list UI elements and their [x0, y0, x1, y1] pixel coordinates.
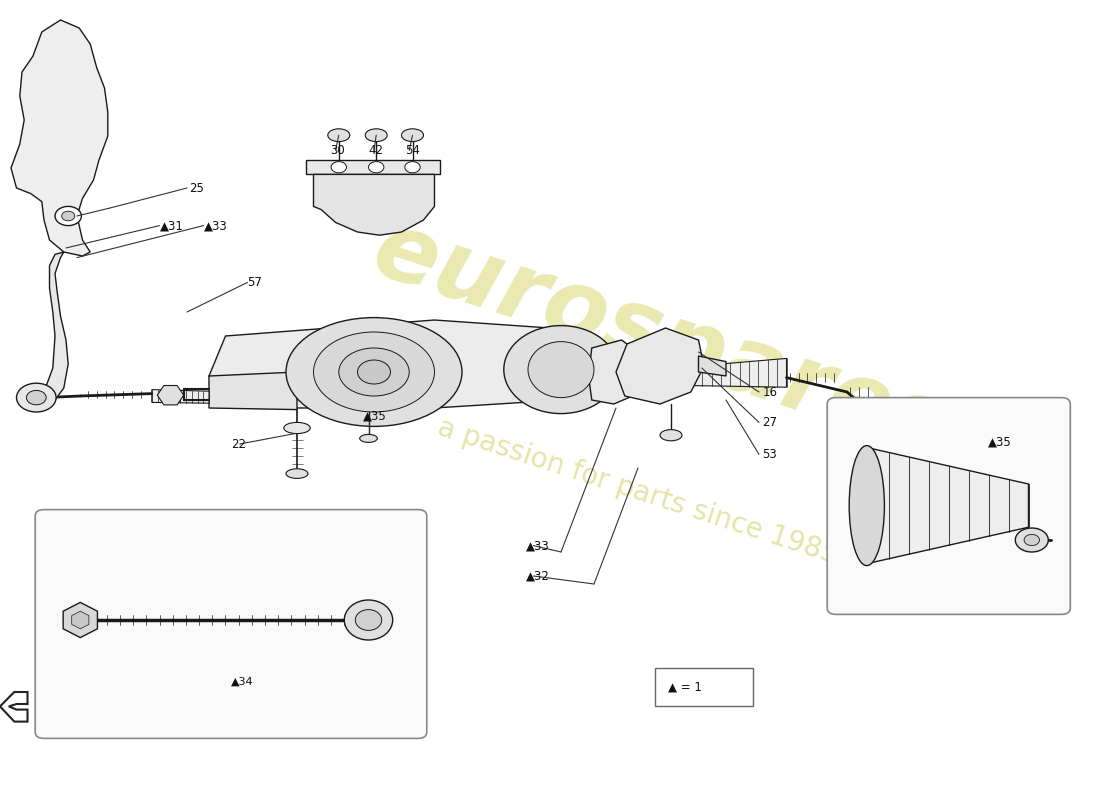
Polygon shape	[588, 340, 643, 404]
Text: ▲35: ▲35	[988, 435, 1012, 448]
Text: ▲33: ▲33	[526, 539, 550, 552]
Ellipse shape	[402, 129, 424, 142]
Polygon shape	[209, 372, 297, 410]
Text: 57: 57	[248, 276, 263, 289]
Ellipse shape	[344, 600, 393, 640]
Ellipse shape	[504, 326, 618, 414]
Polygon shape	[314, 174, 435, 235]
Ellipse shape	[26, 390, 46, 405]
Polygon shape	[869, 448, 1028, 563]
Ellipse shape	[365, 129, 387, 142]
Polygon shape	[11, 20, 108, 256]
Ellipse shape	[339, 348, 409, 396]
Ellipse shape	[355, 610, 382, 630]
Ellipse shape	[328, 129, 350, 142]
Text: 22: 22	[231, 438, 246, 450]
Polygon shape	[698, 356, 726, 376]
Ellipse shape	[286, 318, 462, 426]
FancyBboxPatch shape	[35, 510, 427, 738]
Ellipse shape	[16, 383, 56, 412]
Ellipse shape	[358, 360, 390, 384]
Text: 30: 30	[330, 144, 344, 157]
Text: 25: 25	[189, 182, 205, 194]
Text: 42: 42	[368, 144, 384, 157]
Polygon shape	[63, 602, 98, 638]
Text: 54: 54	[405, 144, 420, 157]
Text: 16: 16	[762, 386, 778, 398]
Ellipse shape	[864, 454, 903, 482]
Ellipse shape	[1024, 534, 1040, 546]
Text: eurospares: eurospares	[362, 204, 958, 476]
Ellipse shape	[849, 446, 884, 566]
Ellipse shape	[331, 162, 346, 173]
Ellipse shape	[1015, 528, 1048, 552]
Ellipse shape	[873, 461, 893, 475]
Polygon shape	[306, 160, 440, 174]
Text: ▲35: ▲35	[363, 410, 387, 422]
Ellipse shape	[405, 162, 420, 173]
Polygon shape	[0, 692, 28, 722]
Polygon shape	[72, 611, 89, 629]
Polygon shape	[36, 252, 68, 404]
Ellipse shape	[528, 342, 594, 398]
Text: 27: 27	[762, 416, 778, 429]
Polygon shape	[152, 390, 209, 403]
Text: a passion for parts since 1985: a passion for parts since 1985	[434, 414, 842, 570]
Polygon shape	[157, 386, 184, 405]
Ellipse shape	[660, 430, 682, 441]
Polygon shape	[632, 364, 693, 388]
FancyBboxPatch shape	[654, 668, 754, 706]
Ellipse shape	[314, 332, 435, 412]
Ellipse shape	[62, 211, 75, 221]
Polygon shape	[693, 358, 786, 387]
Ellipse shape	[284, 422, 310, 434]
Ellipse shape	[286, 469, 308, 478]
Ellipse shape	[55, 206, 81, 226]
Text: ▲34: ▲34	[231, 677, 253, 686]
Polygon shape	[209, 320, 594, 408]
Text: ▲ = 1: ▲ = 1	[668, 681, 702, 694]
Polygon shape	[616, 328, 704, 404]
Text: ▲31: ▲31	[160, 219, 184, 232]
Ellipse shape	[360, 434, 377, 442]
FancyBboxPatch shape	[827, 398, 1070, 614]
Text: ▲33: ▲33	[204, 219, 228, 232]
Ellipse shape	[368, 162, 384, 173]
Text: ▲32: ▲32	[526, 570, 550, 582]
Text: 53: 53	[762, 448, 777, 461]
